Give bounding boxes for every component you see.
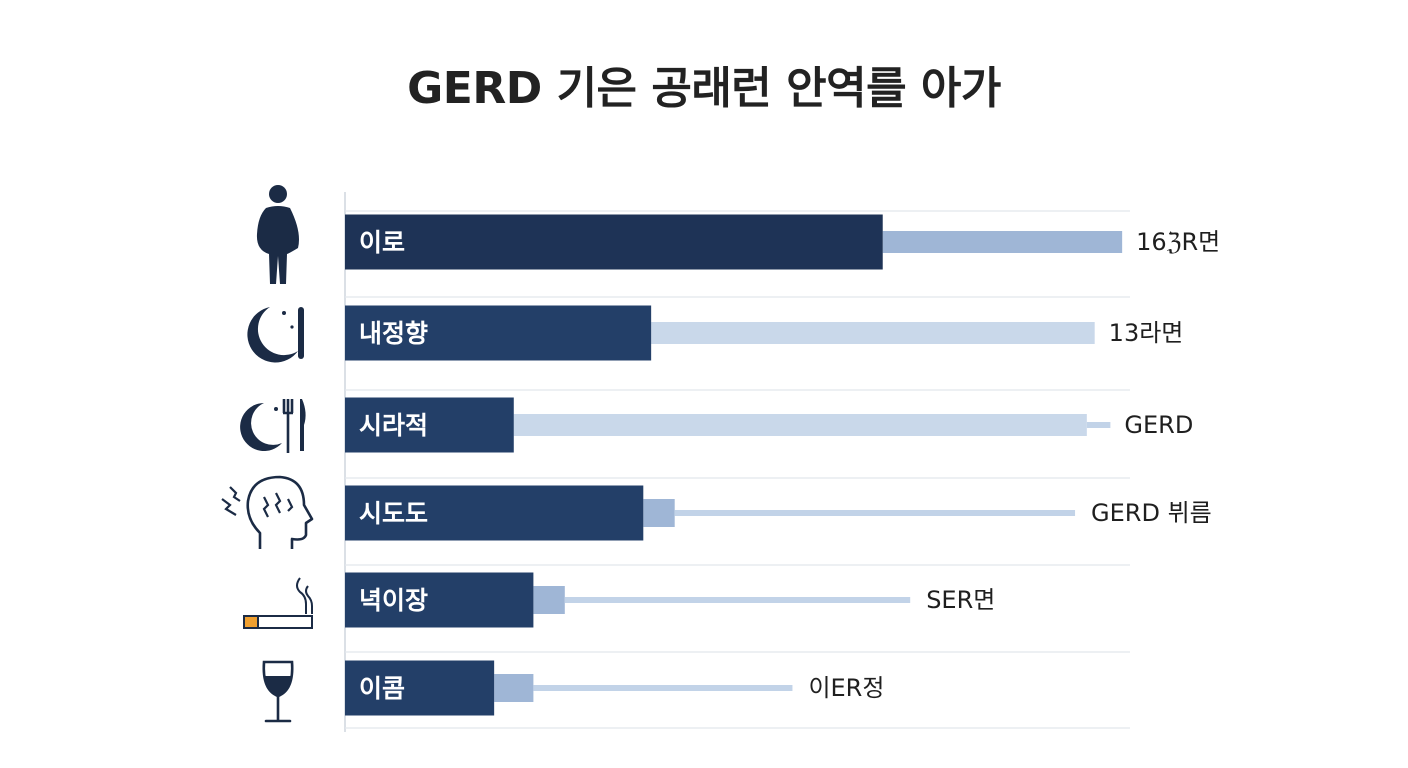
bar bbox=[345, 214, 883, 270]
cigarette-icon bbox=[243, 577, 313, 629]
person-icon bbox=[256, 185, 299, 284]
range-line bbox=[533, 685, 793, 691]
range-band bbox=[882, 231, 1123, 253]
bar-category-label: 이콤 bbox=[359, 674, 405, 703]
chart-title: GERD 기은 공래런 안역를 아가 bbox=[407, 63, 1001, 114]
bar-row: 녁이장 SER면 bbox=[345, 572, 995, 628]
bar bbox=[345, 660, 495, 716]
range-tick bbox=[1086, 422, 1111, 428]
bar-end-label: SER면 bbox=[926, 586, 995, 614]
bar-row: 시라적 GERD bbox=[345, 397, 1193, 453]
bar-category-label: 이로 bbox=[359, 228, 405, 257]
bar-end-label: GERD 뷔름 bbox=[1091, 499, 1212, 527]
wine-glass-icon bbox=[262, 660, 294, 723]
bar-end-label: 16ℨR면 bbox=[1136, 228, 1220, 256]
bar-row: 시도도 GERD 뷔름 bbox=[345, 485, 1212, 541]
icon-layer bbox=[221, 185, 314, 723]
range-band bbox=[651, 322, 1095, 344]
range-stub bbox=[643, 499, 675, 527]
range-line bbox=[564, 597, 911, 603]
bar bbox=[345, 397, 514, 453]
bar-row: 내정향 13라면 bbox=[345, 305, 1184, 361]
bar bbox=[345, 305, 652, 361]
range-stub bbox=[533, 586, 565, 614]
grid-layer bbox=[344, 192, 1130, 732]
bar bbox=[345, 485, 644, 541]
bar-row: 이콤 이ER정 bbox=[345, 660, 884, 716]
range-band bbox=[513, 414, 1087, 436]
moon-sleep-icon bbox=[247, 307, 304, 363]
bar-end-label: GERD bbox=[1124, 411, 1193, 439]
range-stub bbox=[494, 674, 534, 702]
bar-category-label: 녁이장 bbox=[359, 586, 428, 615]
head-stress-icon bbox=[221, 475, 314, 549]
bar-end-label: 13라면 bbox=[1109, 319, 1184, 347]
bar-category-label: 시도도 bbox=[359, 499, 428, 528]
bar-category-label: 시라적 bbox=[359, 411, 428, 440]
bar bbox=[345, 572, 534, 628]
moon-fork-knife-icon bbox=[240, 399, 306, 453]
bar-category-label: 내정향 bbox=[359, 319, 428, 348]
range-line bbox=[674, 510, 1076, 516]
bar-end-label: 이ER정 bbox=[808, 674, 884, 702]
bar-row: 이로 16ℨR면 bbox=[345, 214, 1220, 270]
